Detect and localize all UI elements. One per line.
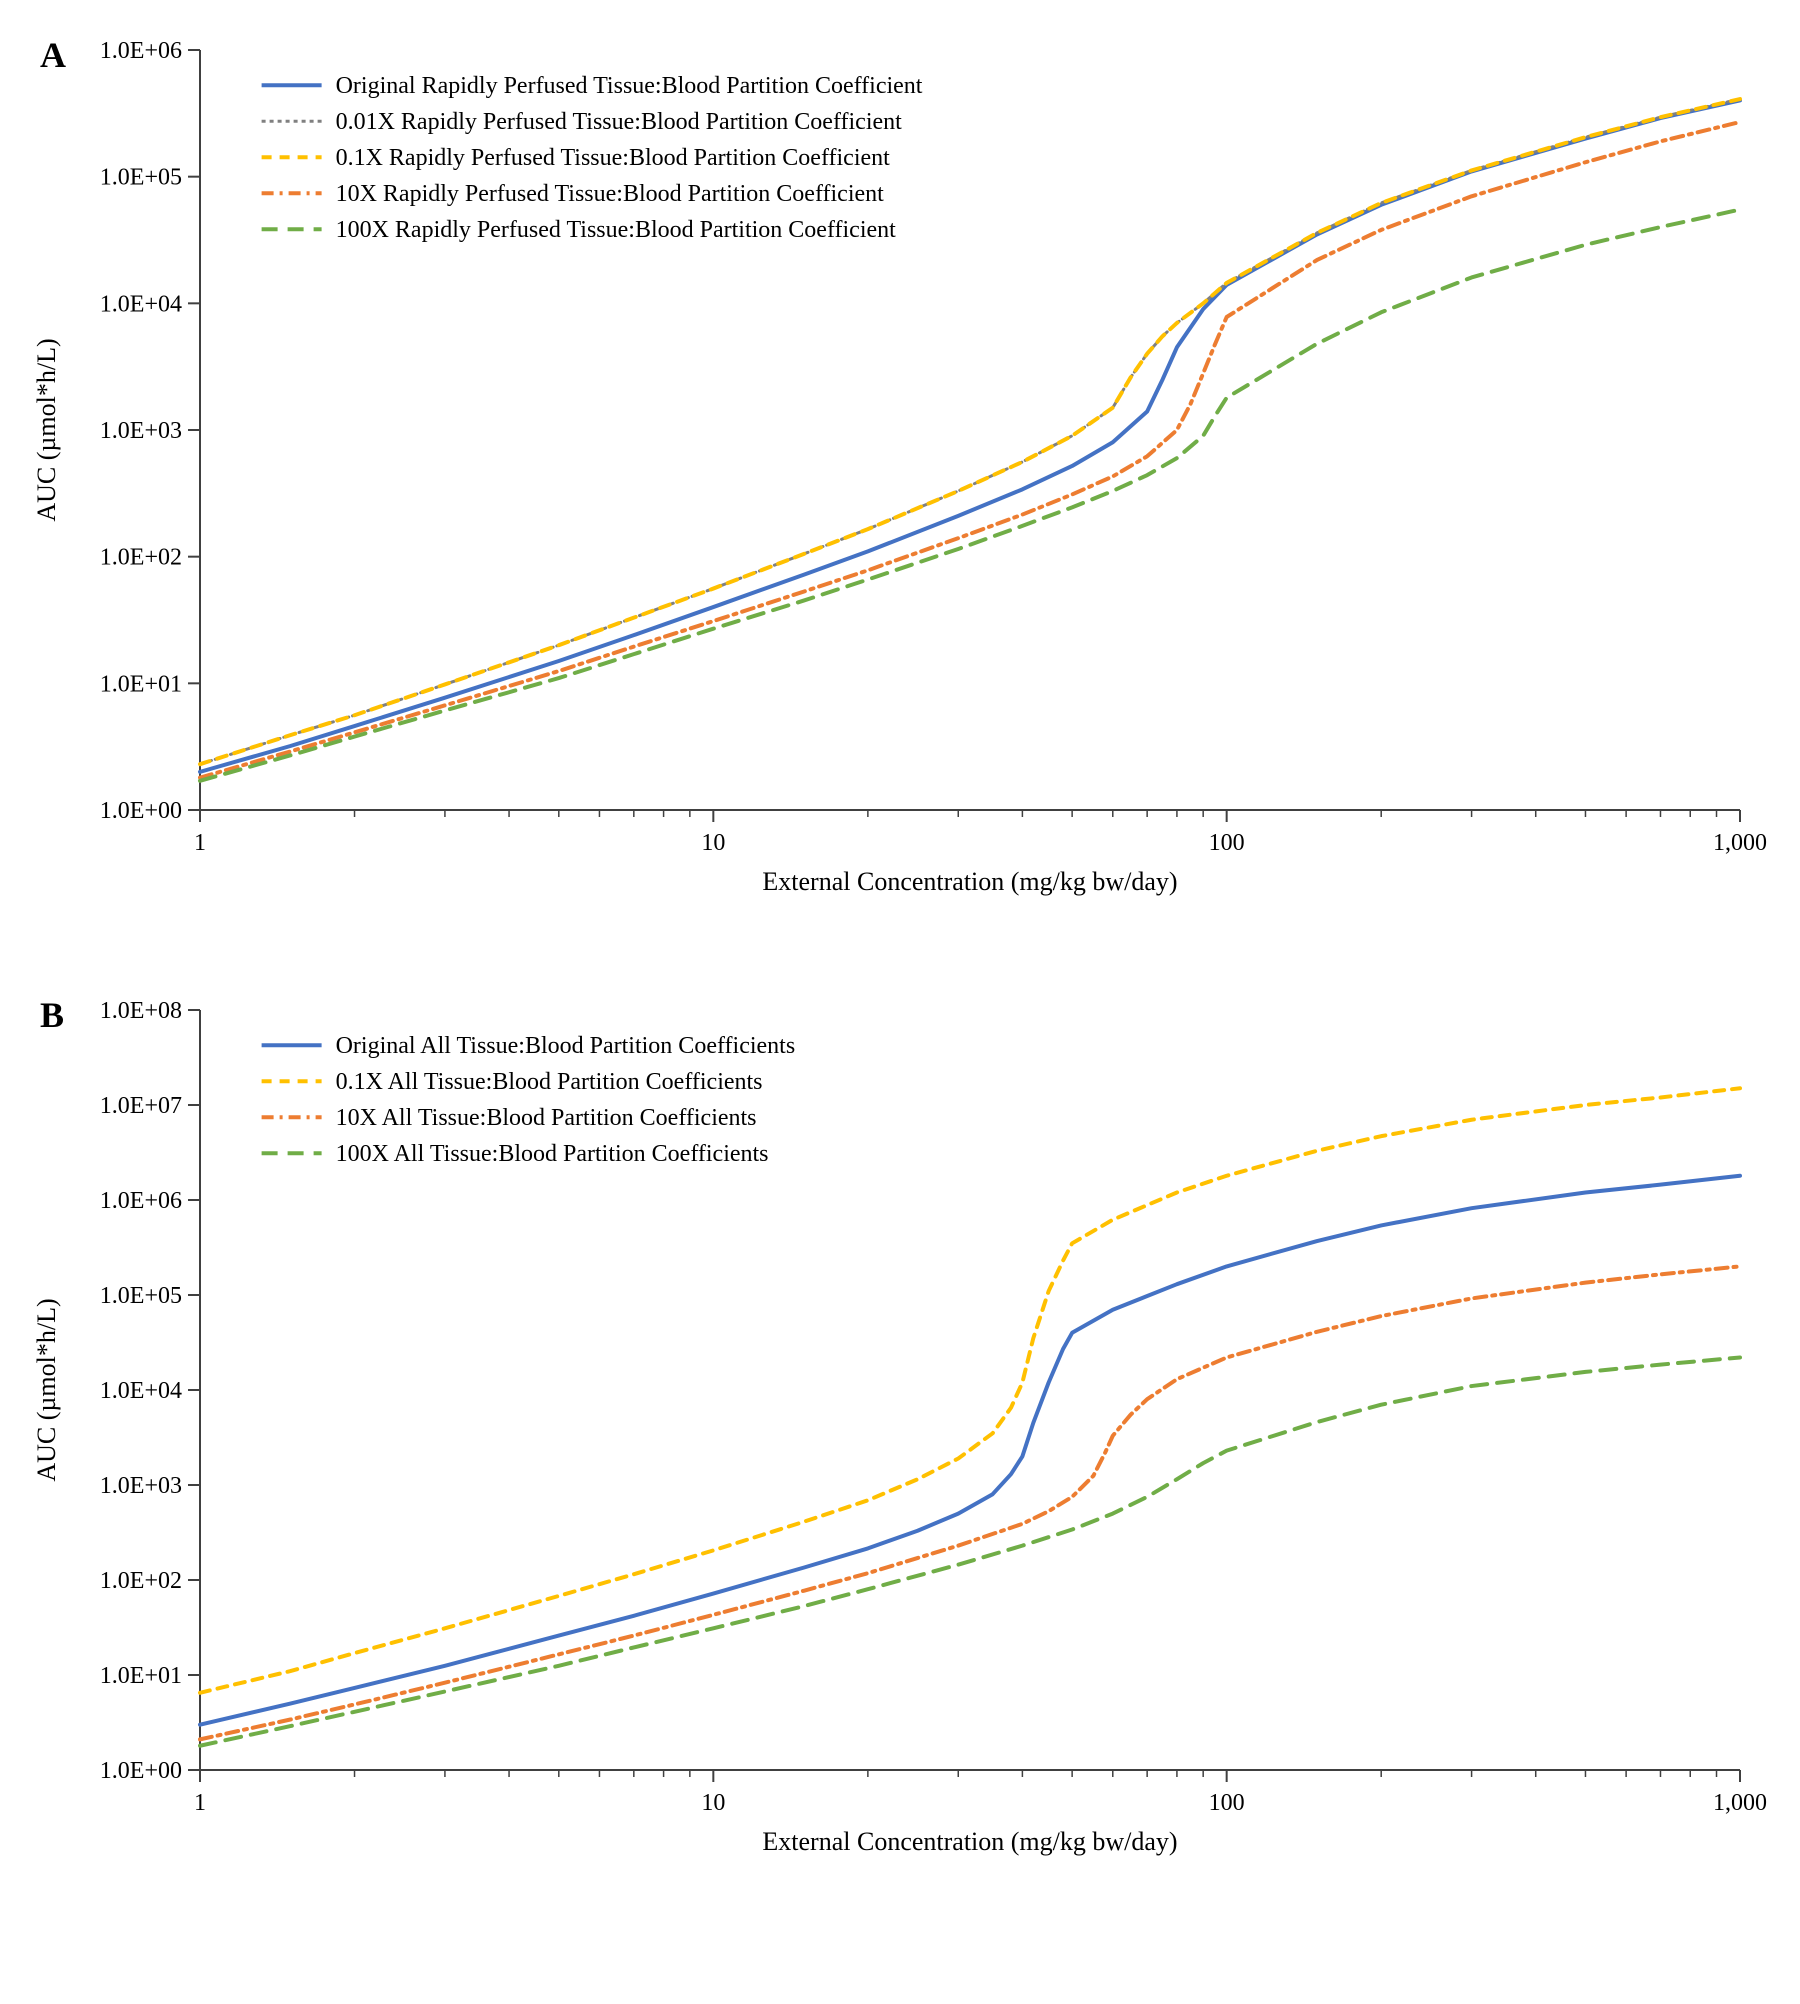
legend-label: 100X All Tissue:Blood Partition Coeffici…: [336, 1141, 769, 1167]
x-axis-label: External Concentration (mg/kg bw/day): [762, 1827, 1177, 1856]
y-tick-label: 1.0E+03: [100, 1473, 182, 1499]
y-tick-label: 1.0E+06: [100, 1188, 182, 1214]
y-tick-label: 1.0E+04: [100, 1378, 182, 1404]
panel-label-B: B: [40, 994, 64, 1036]
x-tick-label: 1: [194, 1790, 206, 1816]
y-tick-label: 1.0E+02: [100, 545, 182, 571]
y-axis-label: AUC (µmol*h/L): [32, 1298, 61, 1481]
panel-label-A: A: [40, 34, 66, 76]
y-tick-label: 1.0E+05: [100, 165, 182, 191]
series-line-1: [200, 1088, 1740, 1693]
figure-container: A 1 10 100 1,000 1.0E+00 1.0E+01 1.0E+02 1.0E+03…: [20, 20, 1780, 1880]
x-tick-label: 100: [1209, 830, 1245, 856]
legend-label: 0.01X Rapidly Perfused Tissue:Blood Part…: [336, 109, 903, 135]
y-axis-label: AUC (µmol*h/L): [32, 338, 61, 521]
x-tick-label: 10: [701, 1790, 725, 1816]
y-tick-label: 1.0E+04: [100, 291, 182, 317]
chart-panel-B: 1 10 100 1,000 1.0E+00 1.0E+01 1.0E+02 1.0E+03 1…: [20, 980, 1780, 1880]
x-tick-label: 10: [701, 830, 725, 856]
legend-label: Original Rapidly Perfused Tissue:Blood P…: [336, 73, 923, 99]
x-axis-label: External Concentration (mg/kg bw/day): [762, 867, 1177, 896]
x-tick-label: 1,000: [1713, 830, 1767, 856]
y-tick-label: 1.0E+07: [100, 1093, 182, 1119]
y-tick-label: 1.0E+01: [100, 671, 182, 697]
series-line-4: [200, 210, 1740, 781]
y-tick-label: 1.0E+00: [100, 1758, 182, 1784]
legend-label: 10X All Tissue:Blood Partition Coefficie…: [336, 1105, 757, 1131]
legend-label: 100X Rapidly Perfused Tissue:Blood Parti…: [336, 217, 897, 243]
legend-label: 0.1X All Tissue:Blood Partition Coeffici…: [336, 1069, 763, 1095]
y-tick-label: 1.0E+02: [100, 1568, 182, 1594]
legend-label: 0.1X Rapidly Perfused Tissue:Blood Parti…: [336, 145, 891, 171]
panel-B: B 1 10 100 1,000 1.0E+00 1.0E+01 1.0E+02 1.0E+03…: [20, 980, 1780, 1880]
y-tick-label: 1.0E+00: [100, 798, 182, 824]
y-tick-label: 1.0E+03: [100, 418, 182, 444]
x-tick-label: 1: [194, 830, 206, 856]
y-tick-label: 1.0E+08: [100, 998, 182, 1024]
panel-A: A 1 10 100 1,000 1.0E+00 1.0E+01 1.0E+02 1.0E+03…: [20, 20, 1780, 920]
legend-label: Original All Tissue:Blood Partition Coef…: [336, 1033, 796, 1059]
legend-label: 10X Rapidly Perfused Tissue:Blood Partit…: [336, 181, 885, 207]
x-tick-label: 100: [1209, 1790, 1245, 1816]
y-tick-label: 1.0E+06: [100, 38, 182, 64]
y-tick-label: 1.0E+05: [100, 1283, 182, 1309]
y-tick-label: 1.0E+01: [100, 1663, 182, 1689]
chart-panel-A: 1 10 100 1,000 1.0E+00 1.0E+01 1.0E+02 1.0E+03 1…: [20, 20, 1780, 920]
x-tick-label: 1,000: [1713, 1790, 1767, 1816]
